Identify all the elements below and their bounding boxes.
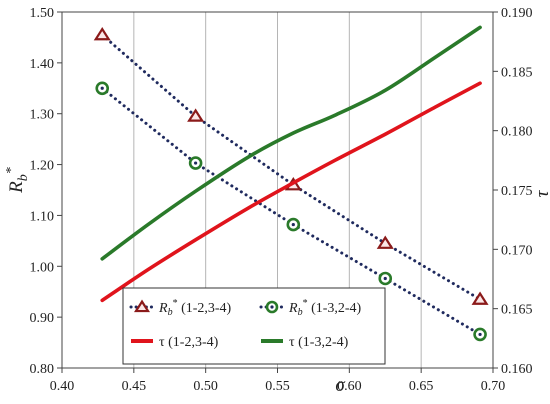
x-tick-label: 0.45	[122, 379, 147, 394]
series-point-1	[473, 327, 487, 342]
legend-swatch-marker	[133, 299, 151, 313]
y-left-title-sup: *	[4, 167, 19, 174]
series-point-1	[286, 217, 301, 232]
x-tick-label: 0.60	[337, 379, 362, 394]
series-point-0	[471, 291, 489, 305]
legend-box	[122, 287, 386, 365]
y-left-tick-label: 0.80	[30, 362, 55, 377]
y-left-tick-label: 1.50	[30, 6, 55, 21]
legend: Rb* (1-2,3-4) Rb* (1-3,2-4) τ (1-2,3-4) τ (…	[122, 287, 386, 365]
legend-swatch-marker	[265, 300, 279, 314]
series-point-1	[95, 81, 110, 96]
series-line-3	[100, 25, 482, 261]
legend-label: τ (1-3,2-4)	[289, 335, 349, 350]
x-tick-label: 0.50	[193, 379, 218, 394]
y-left-tick-label: 1.40	[30, 57, 55, 72]
y-right-tick-label: 0.165	[501, 303, 533, 318]
y-right-tick-label: 0.170	[501, 243, 533, 258]
x-tick-label: 0.55	[265, 379, 290, 394]
y-right-tick-label: 0.190	[501, 6, 533, 21]
y-right-tick-label: 0.160	[501, 362, 533, 377]
y-left-tick-label: 1.20	[30, 159, 55, 174]
x-tick-label: 0.65	[409, 379, 434, 394]
y-right-tick-label: 0.180	[501, 125, 533, 140]
y-left-title-sub: b	[16, 174, 31, 181]
series-line-0	[100, 33, 482, 301]
series-point-1	[378, 271, 393, 286]
legend-item-1: Rb* (1-3,2-4)	[259, 298, 362, 318]
series-point-0	[376, 235, 394, 249]
y-left-tick-label: 1.30	[30, 108, 55, 123]
legend-label: τ (1-2,3-4)	[159, 335, 219, 350]
legend-item-3: τ (1-3,2-4)	[261, 335, 349, 350]
series-point-0	[187, 108, 205, 122]
legend-label: Rb* (1-3,2-4)	[288, 298, 362, 318]
x-axis-title: σ	[335, 375, 345, 396]
y-left-tick-label: 0.90	[30, 311, 55, 326]
series-point-1	[188, 156, 203, 170]
series-line-2	[100, 81, 482, 303]
legend-label: Rb* (1-2,3-4)	[158, 298, 232, 318]
x-tick-label: 0.40	[50, 379, 75, 394]
y-left-tick-label: 1.00	[30, 260, 55, 275]
series-point-0	[93, 26, 111, 41]
series-layer	[93, 25, 489, 342]
y-axis-right-title: τ	[532, 189, 550, 197]
y-left-title-symbol: R	[6, 181, 27, 194]
x-tick-label: 0.70	[481, 379, 506, 394]
y-right-tick-label: 0.185	[501, 65, 533, 80]
y-left-tick-label: 1.10	[30, 209, 55, 224]
legend-item-0: Rb* (1-2,3-4)	[129, 298, 232, 318]
ticks: 0.40 0.45 0.50 0.55 0.60 0.65 0.70 0.80 0.90 1.00…	[30, 6, 533, 394]
y-axis-left-title: Rb*	[4, 167, 31, 194]
y-right-tick-label: 0.175	[501, 184, 533, 199]
legend-item-2: τ (1-2,3-4)	[131, 335, 219, 350]
